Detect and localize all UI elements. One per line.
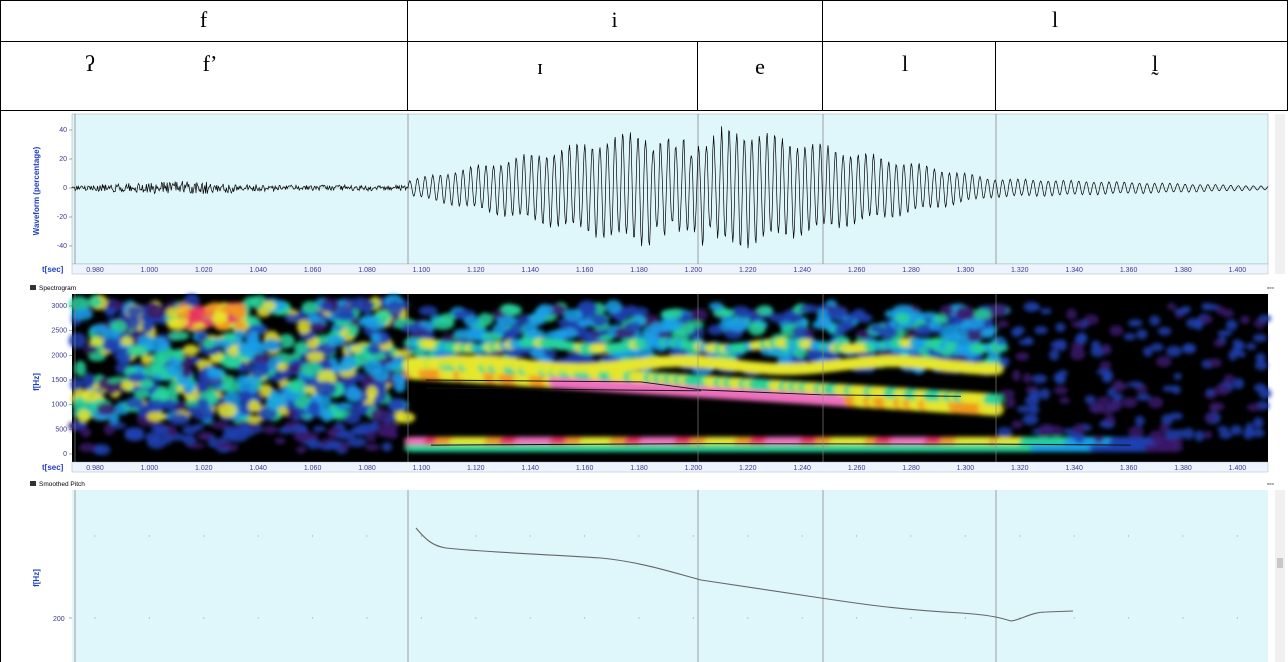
segment-label-i: i — [407, 8, 822, 32]
waveform-xtick: 1.060 — [304, 267, 322, 274]
waveform-xtick: 1.080 — [358, 267, 376, 274]
pitch-panel: Smoothed Pitch ▫▫▫ f[Hz] 200 — [1, 478, 1288, 662]
spectrogram-xtick: 1.060 — [304, 465, 322, 472]
spectrogram-title: Spectrogram — [39, 285, 76, 292]
spectrogram-xtick: 1.000 — [141, 465, 159, 472]
phone-label-l: l — [885, 52, 925, 76]
spectrogram-ytick: 500 — [55, 426, 67, 433]
phone-label-glottal-stop: ʔ — [60, 52, 120, 76]
waveform-scrollbar[interactable] — [1275, 114, 1285, 274]
table-row-divider — [0, 41, 1288, 42]
segment-label-l: l — [822, 8, 1288, 32]
waveform-y-axis-label: Waveform (percentage) — [32, 146, 41, 235]
waveform-xtick: 1.360 — [1120, 267, 1138, 274]
spectrogram-xtick: 1.340 — [1065, 465, 1083, 472]
waveform-xtick: 1.340 — [1065, 267, 1083, 274]
spectrogram-xtick: 1.140 — [521, 465, 539, 472]
spectrogram-xtick: 1.100 — [413, 465, 431, 472]
waveform-xtick: 1.100 — [413, 267, 431, 274]
spectrogram-xtick: 1.220 — [739, 465, 757, 472]
waveform-xtick: 1.000 — [141, 267, 159, 274]
waveform-ytick: 40 — [59, 127, 67, 134]
pitch-ytick-200: 200 — [53, 616, 65, 623]
spectrogram-xtick: 1.020 — [195, 465, 213, 472]
waveform-xtick: 1.240 — [793, 267, 811, 274]
spectrogram-xtick: 1.180 — [630, 465, 648, 472]
waveform-panel: 40 20 0 -20 -40 Waveform (percentage) t[sec]… — [1, 111, 1288, 281]
waveform-xtick: 1.160 — [576, 267, 594, 274]
pitch-scrollbar-thumb[interactable] — [1277, 558, 1283, 568]
spectrogram-xtick: 0.980 — [86, 465, 104, 472]
spectrogram-xtick: 1.400 — [1229, 465, 1247, 472]
spectrogram-xtick: 1.300 — [957, 465, 975, 472]
table-top-border — [0, 0, 1288, 1]
waveform-xtick: 1.400 — [1229, 267, 1247, 274]
spectrogram-xtick: 1.260 — [848, 465, 866, 472]
spectrogram-panel-icon — [30, 285, 36, 290]
spectrogram-xtick: 1.080 — [358, 465, 376, 472]
spectrogram-xtick: 1.380 — [1174, 465, 1192, 472]
spectrogram-ytick: 1500 — [51, 377, 67, 384]
waveform-x-axis-label: t[sec] — [42, 265, 64, 274]
waveform-ytick: -20 — [57, 214, 67, 221]
spectrogram-xtick: 1.160 — [576, 465, 594, 472]
spectrogram-ytick: 1000 — [51, 402, 67, 409]
waveform-xtick: 0.980 — [86, 267, 104, 274]
waveform-xtick: 1.300 — [957, 267, 975, 274]
col-divider-3 — [697, 41, 698, 110]
pitch-panel-icon — [30, 481, 36, 486]
spectrogram-ytick: 0 — [63, 451, 67, 458]
segment-label-f: f — [0, 8, 407, 32]
spectrogram-xtick: 1.040 — [249, 465, 267, 472]
waveform-xtick: 1.260 — [848, 267, 866, 274]
phone-label-e: e — [740, 55, 780, 79]
spectrogram-ytick: 2500 — [51, 328, 67, 335]
spectrogram-xtick: 1.360 — [1120, 465, 1138, 472]
pitch-plot-area — [72, 490, 1268, 662]
spectrogram-xtick: 1.240 — [793, 465, 811, 472]
spectrogram-xtick: 1.280 — [902, 465, 920, 472]
spectrogram-window-controls[interactable]: ▫▫▫ — [1267, 285, 1274, 292]
phone-label-creaky-l: l̰ — [1135, 52, 1175, 76]
waveform-ytick: 0 — [63, 185, 67, 192]
waveform-ytick: -40 — [57, 243, 67, 250]
waveform-xtick: 1.040 — [249, 267, 267, 274]
spectrogram-ytick: 3000 — [51, 303, 67, 310]
waveform-xtick: 1.380 — [1174, 267, 1192, 274]
spectrogram-y-axis-label: f[Hz] — [32, 373, 41, 391]
waveform-ytick: 20 — [59, 156, 67, 163]
spectrogram-x-axis-label: t[sec] — [42, 463, 64, 472]
pitch-scrollbar[interactable] — [1275, 490, 1285, 662]
phone-label-lax-i: ɪ — [520, 55, 560, 79]
spectrogram-panel: Spectrogram ▫▫▫ 3000 2500 2000 1500 1000 500 0… — [1, 282, 1288, 477]
pitch-y-axis-label: f[Hz] — [32, 569, 41, 587]
waveform-xtick: 1.120 — [467, 267, 485, 274]
spectrogram-ytick: 2000 — [51, 352, 67, 359]
waveform-xtick: 1.180 — [630, 267, 648, 274]
waveform-xtick: 1.280 — [902, 267, 920, 274]
waveform-xtick: 1.220 — [739, 267, 757, 274]
spectrogram-xtick: 1.120 — [467, 465, 485, 472]
waveform-xtick: 1.140 — [521, 267, 539, 274]
spectrogram-xtick: 1.320 — [1011, 465, 1029, 472]
pitch-title: Smoothed Pitch — [39, 481, 85, 488]
waveform-xtick: 1.020 — [195, 267, 213, 274]
pitch-window-controls[interactable]: ▫▫▫ — [1267, 481, 1274, 488]
col-divider-4 — [995, 41, 996, 110]
phone-label-f-ejective: fʼ — [180, 52, 240, 76]
waveform-xtick: 1.320 — [1011, 267, 1029, 274]
waveform-xtick: 1.200 — [685, 267, 703, 274]
spectrogram-xtick: 1.200 — [685, 465, 703, 472]
